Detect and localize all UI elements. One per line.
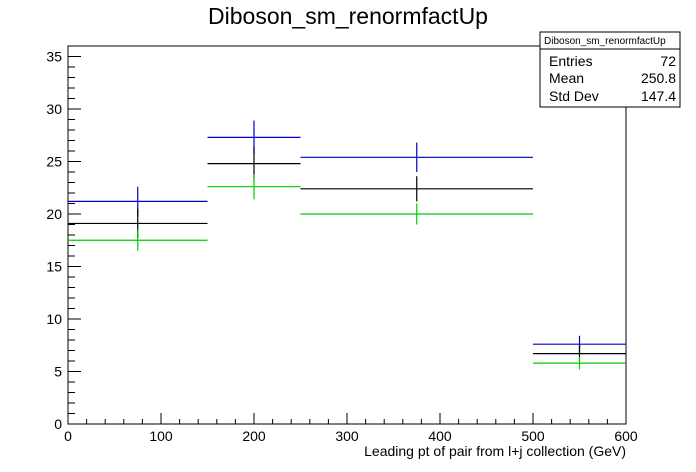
x-axis-label: Leading pt of pair from l+j collection (… bbox=[364, 443, 626, 459]
axes: 0 100 200 300 400 500 600 0 5 10 15 20 25 30 35 bbox=[46, 45, 638, 444]
series-1 bbox=[68, 146, 626, 363]
stats-mean-label: Mean bbox=[549, 70, 584, 86]
series-0 bbox=[68, 120, 626, 353]
x-tick-label: 500 bbox=[521, 428, 545, 444]
y-tick-label: 25 bbox=[46, 154, 62, 170]
stats-entries-label: Entries bbox=[549, 53, 593, 69]
x-tick-label: 100 bbox=[149, 428, 173, 444]
y-tick-label: 30 bbox=[46, 101, 62, 117]
series-2 bbox=[68, 174, 626, 370]
y-tick-label: 35 bbox=[46, 49, 62, 65]
stats-mean-value: 250.8 bbox=[641, 70, 676, 86]
series-layer bbox=[68, 120, 626, 370]
x-tick-label: 200 bbox=[242, 428, 266, 444]
x-tick-label: 400 bbox=[428, 428, 452, 444]
stats-box: Diboson_sm_renormfactUp Entries 72 Mean … bbox=[539, 31, 681, 108]
stats-box-title: Diboson_sm_renormfactUp bbox=[544, 36, 666, 47]
stats-stddev-label: Std Dev bbox=[549, 88, 599, 104]
y-tick-label: 0 bbox=[54, 416, 62, 432]
x-tick-label: 600 bbox=[614, 428, 638, 444]
y-tick-label: 5 bbox=[54, 364, 62, 380]
stats-stddev-value: 147.4 bbox=[641, 88, 676, 104]
x-tick-label: 0 bbox=[64, 428, 72, 444]
y-tick-label: 20 bbox=[46, 206, 62, 222]
y-tick-label: 10 bbox=[46, 311, 62, 327]
y-tick-label: 15 bbox=[46, 259, 62, 275]
x-tick-label: 300 bbox=[335, 428, 359, 444]
chart-title: Diboson_sm_renormfactUp bbox=[208, 3, 488, 29]
stats-entries-value: 72 bbox=[660, 53, 676, 69]
